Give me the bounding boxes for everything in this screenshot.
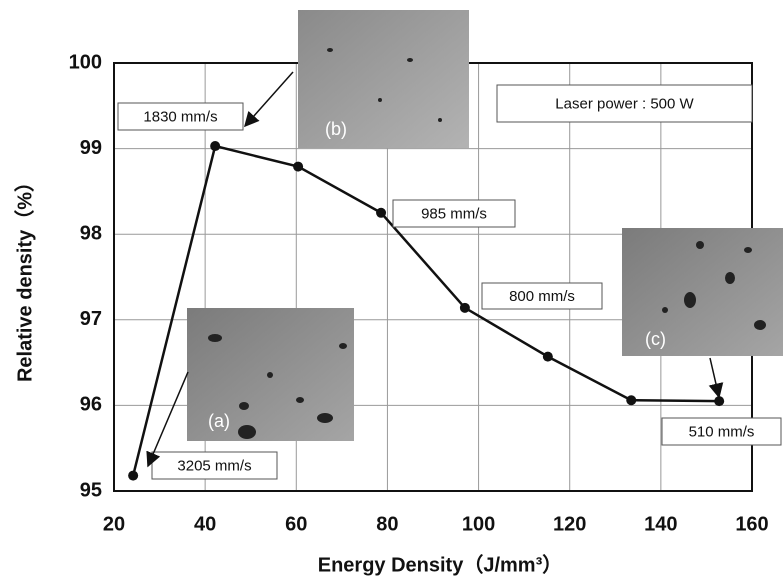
inset-pore — [754, 320, 766, 330]
inset-image — [622, 228, 783, 356]
inset-pore — [208, 334, 222, 342]
x-tick-label: 160 — [735, 513, 768, 535]
inset-pore — [327, 48, 333, 52]
inset-pore — [267, 372, 273, 378]
inset-pore — [317, 413, 333, 423]
inset-pore — [239, 402, 249, 410]
x-axis-title: Energy Density（J/mm³） — [318, 553, 563, 576]
y-tick-label: 97 — [80, 308, 102, 330]
annotation-box — [481, 282, 603, 310]
inset-pore — [438, 118, 442, 122]
x-tick-label: 60 — [285, 513, 307, 535]
annotation-box — [151, 451, 278, 480]
data-point — [376, 207, 387, 218]
y-tick-label: 100 — [69, 51, 102, 73]
inset-pore — [696, 241, 704, 249]
inset-label: (c) — [645, 329, 666, 349]
x-tick-label: 80 — [376, 513, 398, 535]
inset-pore — [296, 397, 304, 403]
data-line — [131, 144, 720, 476]
x-tick-label: 20 — [103, 513, 125, 535]
x-tick-label: 120 — [553, 513, 586, 535]
arrow — [244, 71, 294, 128]
inset-pore — [238, 425, 256, 439]
annotation-box — [496, 84, 753, 123]
inset-pore — [725, 272, 735, 284]
annotation-box — [392, 199, 516, 228]
annotation-box — [117, 102, 244, 131]
y-tick-label: 95 — [80, 479, 102, 501]
annotation-box — [661, 417, 782, 446]
annotation: 1830 mm/s — [143, 108, 217, 125]
x-tick-label: 140 — [644, 513, 677, 535]
inset-label: (a) — [208, 411, 230, 431]
inset-pore — [378, 98, 382, 102]
x-tick-label: 40 — [194, 513, 216, 535]
data-point — [714, 396, 725, 407]
arrow — [708, 357, 724, 399]
data-point — [128, 470, 139, 481]
annotation: Laser power : 500 W — [555, 95, 694, 112]
y-tick-label: 98 — [80, 222, 102, 244]
inset-pore — [407, 58, 413, 62]
inset-pore — [339, 343, 347, 349]
y-axis-title: Relative density（%） — [13, 172, 36, 382]
annotation: 3205 mm/s — [177, 457, 251, 474]
inset-pore — [744, 247, 752, 253]
x-tick-label: 100 — [462, 513, 495, 535]
data-point — [459, 302, 470, 313]
inset-pore — [684, 292, 696, 308]
y-tick-label: 99 — [80, 137, 102, 159]
inset-label: (b) — [325, 119, 347, 139]
data-point — [626, 395, 637, 406]
y-tick-label: 96 — [80, 394, 102, 416]
inset-pore — [662, 307, 668, 313]
annotation: 985 mm/s — [421, 205, 487, 222]
data-point — [210, 141, 221, 152]
data-point — [542, 351, 553, 362]
annotation: 510 mm/s — [689, 423, 755, 440]
annotation: 800 mm/s — [509, 288, 575, 305]
data-point — [293, 161, 304, 172]
arrow — [146, 371, 189, 468]
inset-image — [298, 10, 469, 148]
